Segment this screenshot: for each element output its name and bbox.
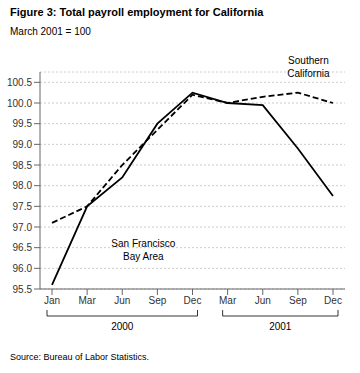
svg-text:Sep: Sep xyxy=(148,295,166,306)
svg-text:2000: 2000 xyxy=(111,321,134,332)
svg-text:Dec: Dec xyxy=(184,295,202,306)
svg-text:Jan: Jan xyxy=(44,295,60,306)
svg-text:Dec: Dec xyxy=(324,295,342,306)
html-text:Source: Bureau of Labor Statis: Source: Bureau of Labor Statistics. xyxy=(10,352,150,362)
svg-text:Jun: Jun xyxy=(114,295,130,306)
html-text:March 2001 = 100: March 2001 = 100 xyxy=(10,26,91,37)
svg-text:Sep: Sep xyxy=(289,295,307,306)
svg-text:Mar: Mar xyxy=(79,295,97,306)
html-text:Southern: Southern xyxy=(288,55,329,66)
svg-text:96.0: 96.0 xyxy=(13,263,33,274)
svg-text:98.5: 98.5 xyxy=(13,160,33,171)
svg-text:98.0: 98.0 xyxy=(13,180,33,191)
html-text:San Francisco: San Francisco xyxy=(111,238,176,249)
svg-text:96.5: 96.5 xyxy=(13,242,33,253)
svg-text:97.5: 97.5 xyxy=(13,201,33,212)
svg-text:Mar: Mar xyxy=(219,295,237,306)
svg-text:2001: 2001 xyxy=(269,321,292,332)
svg-text:97.0: 97.0 xyxy=(13,222,33,233)
html-text:California: California xyxy=(287,68,330,79)
html-text:Figure 3: Total payroll employ: Figure 3: Total payroll employment for C… xyxy=(10,6,264,18)
svg-text:95.5: 95.5 xyxy=(13,284,33,295)
svg-text:100.5: 100.5 xyxy=(8,77,32,88)
svg-text:99.5: 99.5 xyxy=(13,118,33,129)
html-text:Bay Area: Bay Area xyxy=(123,251,164,262)
svg-text:Jun: Jun xyxy=(255,295,271,306)
svg-text:100.0: 100.0 xyxy=(8,98,32,109)
svg-text:99.0: 99.0 xyxy=(13,139,33,150)
